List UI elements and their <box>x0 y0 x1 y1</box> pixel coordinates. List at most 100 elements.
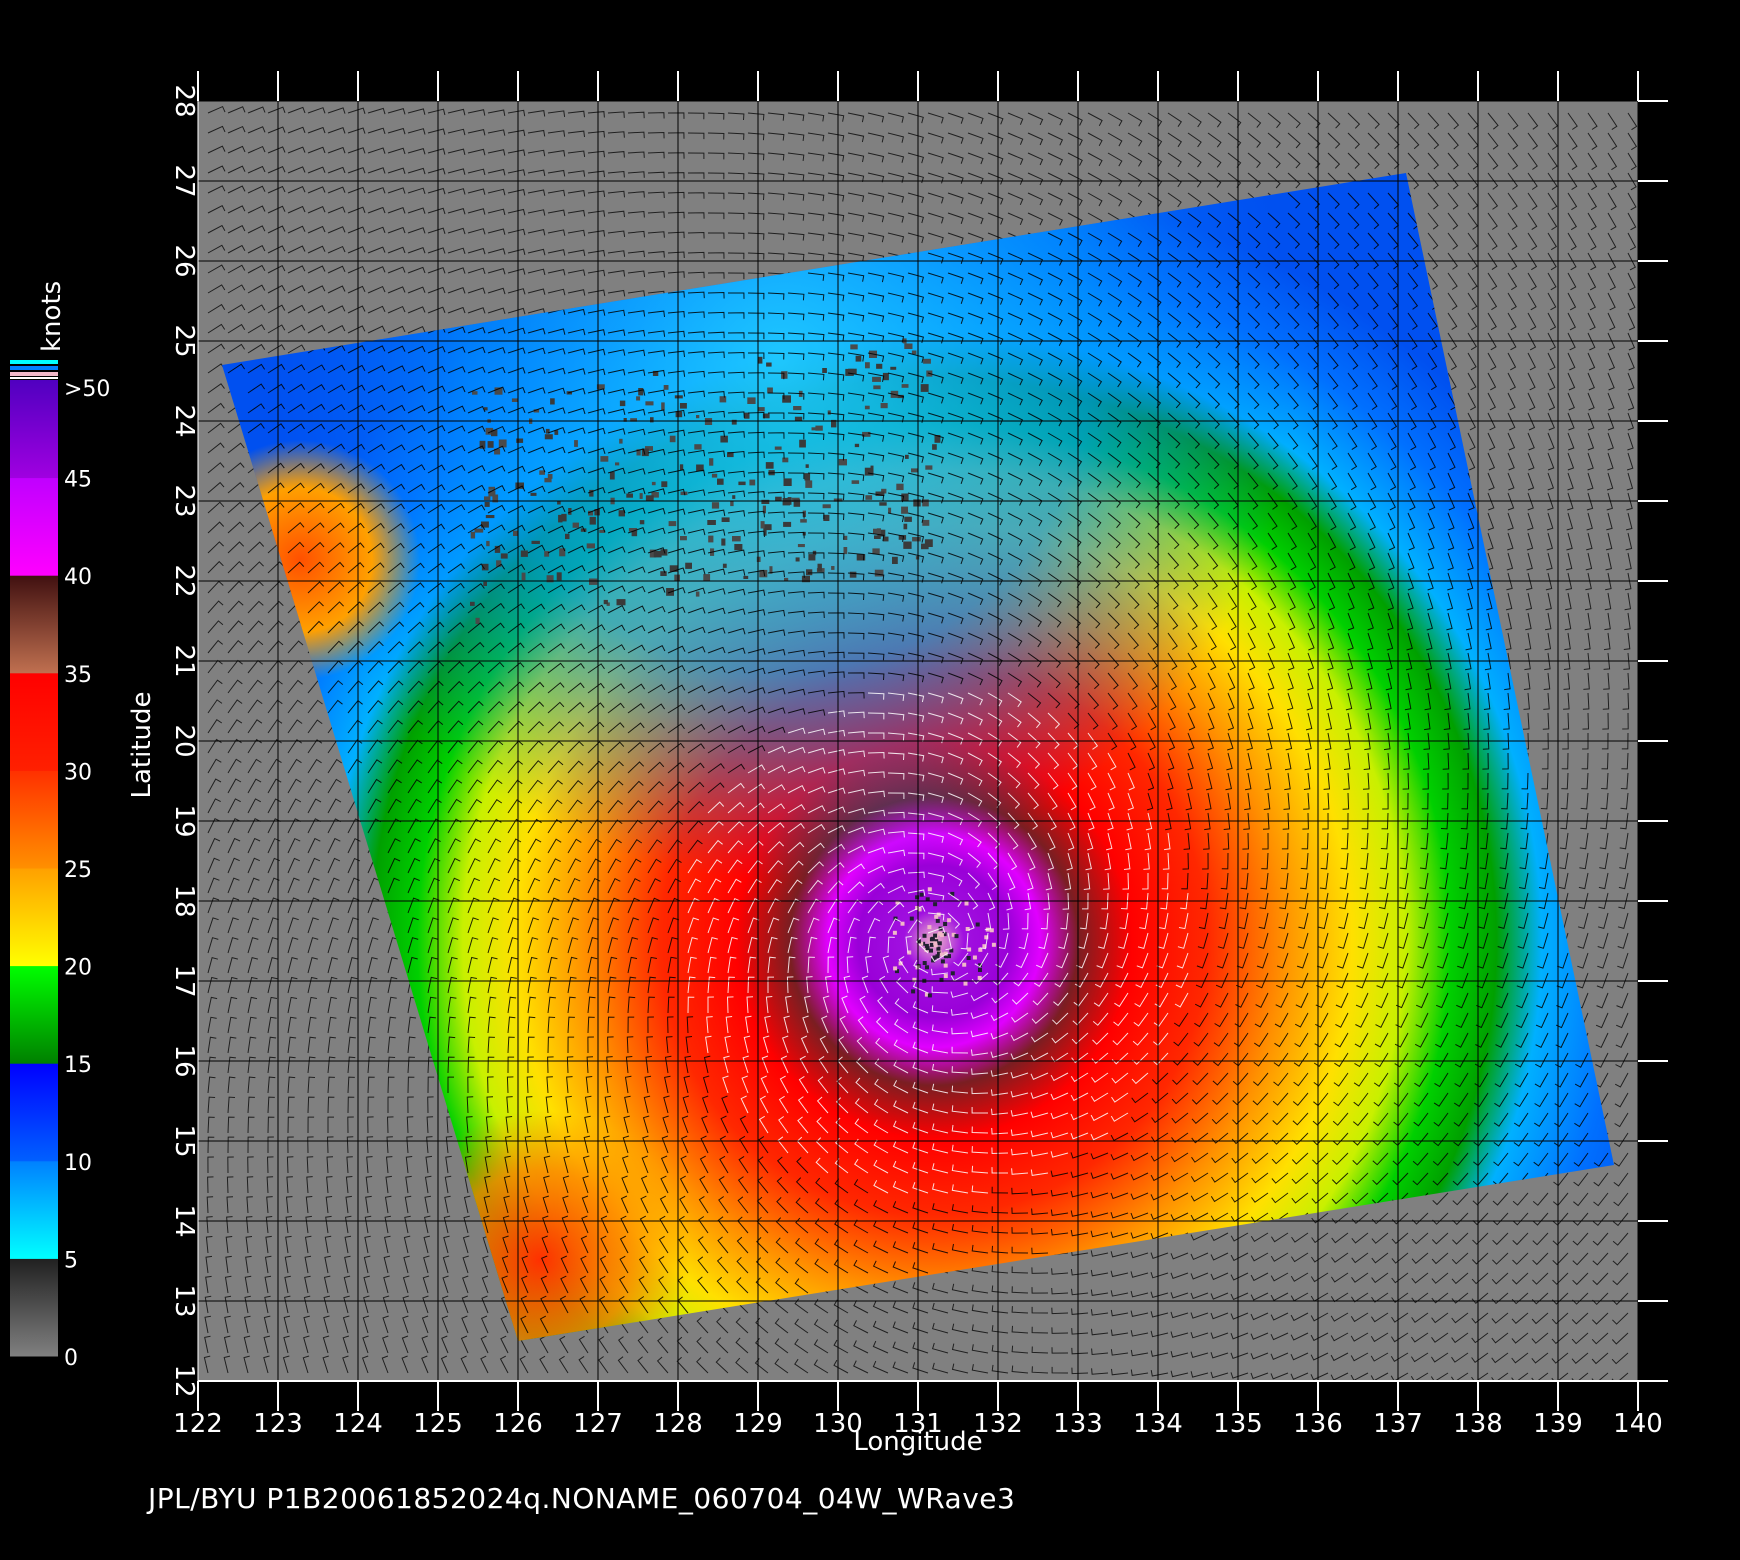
rain-speck <box>759 569 768 578</box>
wind-barb <box>907 532 925 543</box>
wind-barb <box>547 779 563 794</box>
wind-barb <box>931 1163 949 1174</box>
wind-barb <box>827 472 845 481</box>
wind-barb <box>620 1195 629 1214</box>
wind-barb <box>347 838 361 854</box>
wind-barb <box>586 1056 594 1074</box>
wind-barb <box>485 1135 492 1154</box>
wind-barb <box>807 172 825 182</box>
wind-barb <box>1394 1072 1409 1088</box>
wind-barb <box>1150 1192 1169 1201</box>
wind-barb <box>462 1235 470 1254</box>
wind-barb <box>427 227 446 234</box>
wind-barb <box>407 1056 415 1074</box>
wind-barb <box>1487 332 1497 351</box>
wind-barb <box>716 1276 729 1294</box>
wind-barb <box>622 1135 630 1154</box>
wind-barb <box>755 1277 769 1294</box>
wind-barb <box>1616 972 1629 989</box>
wind-barb <box>727 212 745 220</box>
wind-barb <box>1527 252 1538 271</box>
wind-barb <box>727 725 746 734</box>
wind-barb <box>1207 172 1222 188</box>
wind-barb <box>987 712 1003 727</box>
wind-barb <box>207 185 226 194</box>
wind-barb <box>967 412 984 425</box>
wind-barb <box>444 1175 452 1194</box>
rain-speck <box>851 480 860 484</box>
wind-barb <box>807 767 826 774</box>
wind-barb <box>867 751 885 759</box>
wind-barb <box>627 936 639 954</box>
wind-barb <box>647 800 664 814</box>
wind-barb <box>1427 552 1435 571</box>
wind-barb <box>1402 772 1410 790</box>
wind-barb <box>1563 672 1571 690</box>
wind-barb <box>951 1283 969 1294</box>
wind-barb <box>1354 1032 1369 1048</box>
wind-barb <box>1290 1372 1309 1380</box>
wind-barb <box>1438 912 1449 930</box>
wind-barb <box>307 146 326 154</box>
wind-barb <box>265 1235 272 1254</box>
wind-barb <box>1290 1312 1309 1322</box>
rain-speck <box>557 501 561 505</box>
wind-barb <box>867 452 885 462</box>
wind-barb <box>1515 1032 1529 1048</box>
wind-barb <box>287 837 301 854</box>
rain-speck <box>675 411 683 418</box>
wind-barb <box>1627 252 1636 271</box>
wind-barb <box>1391 1312 1409 1323</box>
wind-barb <box>1267 612 1276 631</box>
wind-barb <box>1616 992 1629 1009</box>
wind-barb <box>207 976 218 994</box>
wind-barb <box>1139 912 1149 930</box>
wind-barb <box>779 1075 789 1094</box>
wind-barb <box>1600 812 1609 830</box>
wind-barb <box>1483 692 1491 710</box>
wind-barb <box>1210 1292 1229 1300</box>
wind-barb <box>687 858 702 874</box>
wind-barb <box>443 1215 451 1234</box>
wind-barb <box>447 385 466 394</box>
wind-barb <box>747 648 766 655</box>
wind-barb <box>347 404 366 414</box>
wind-barb <box>1107 432 1122 448</box>
wind-barb <box>907 905 926 914</box>
wind-barb <box>367 699 384 714</box>
wind-barb <box>567 1016 575 1034</box>
wind-barb <box>407 838 421 854</box>
wind-barb <box>347 996 357 1014</box>
rain-speck <box>520 550 528 557</box>
wind-barb <box>1372 1172 1389 1186</box>
wind-barb <box>786 976 794 994</box>
wind-barb <box>1047 132 1064 146</box>
wind-barb <box>1327 352 1339 370</box>
wind-barb <box>1071 1308 1089 1315</box>
wind-barb <box>1298 912 1309 930</box>
wind-barb <box>1252 1112 1269 1126</box>
wind-barb <box>785 995 792 1014</box>
wind-barb <box>1446 592 1454 611</box>
wind-barb <box>1341 812 1349 830</box>
wind-barb <box>1592 1272 1609 1286</box>
wind-barb <box>799 1055 809 1074</box>
wind-barb <box>1387 532 1396 551</box>
wind-barb <box>967 392 984 405</box>
wind-barb <box>1230 1252 1249 1262</box>
wind-barb <box>1307 132 1321 149</box>
rain-speck <box>758 407 765 412</box>
wind-barb <box>787 688 806 696</box>
wind-barb <box>1327 512 1337 531</box>
wind-barb <box>587 467 606 474</box>
wind-barb <box>1617 952 1629 969</box>
wind-barb <box>647 468 666 476</box>
wind-barb <box>761 1055 769 1074</box>
wind-barb <box>1007 292 1024 306</box>
wind-barb <box>951 1323 969 1334</box>
wind-barb <box>367 483 385 494</box>
wind-barb <box>1547 412 1555 431</box>
wind-barb <box>1060 912 1069 930</box>
wind-barb <box>1373 1092 1389 1107</box>
wind-barb <box>387 1056 396 1074</box>
